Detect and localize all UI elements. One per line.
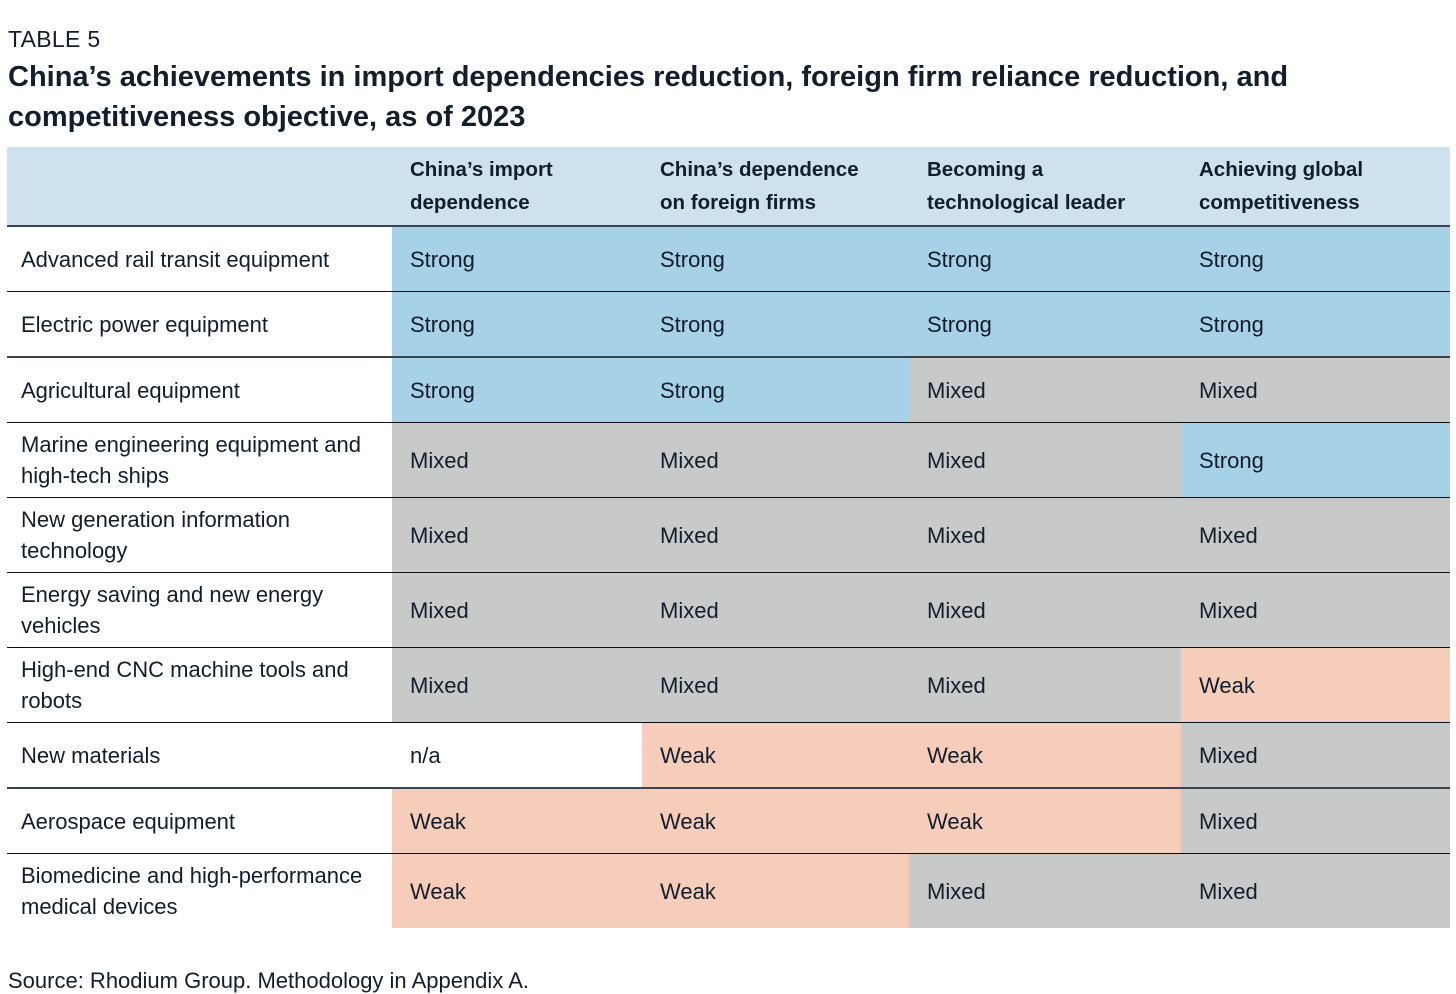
value-cell: Mixed	[909, 498, 1181, 572]
value-cell: Mixed	[909, 423, 1181, 497]
source-note: Source: Rhodium Group. Methodology in Ap…	[8, 968, 529, 993]
header-cell: Achieving global competitiveness	[1199, 158, 1364, 214]
value-cell: Weak	[909, 723, 1181, 787]
table-row: Biomedicine and high-performance medical…	[7, 853, 1450, 928]
table-row: Advanced rail transit equipment Strong Str…	[7, 227, 1450, 291]
value-cell: Mixed	[909, 573, 1181, 647]
value-cell: Mixed	[909, 648, 1181, 722]
achievements-table: China’s import dependence China’s depende…	[7, 147, 1450, 928]
value-cell: Strong	[642, 227, 909, 291]
header-cell: China’s import dependence	[410, 158, 553, 214]
value-cell: Weak	[1181, 648, 1450, 722]
header-cell	[7, 147, 392, 225]
table-row: Energy saving and new energy vehicles Mix…	[7, 572, 1450, 647]
value-cell: Mixed	[1181, 498, 1450, 572]
value-cell: Strong	[392, 227, 642, 291]
value-cell: Mixed	[392, 423, 642, 497]
value-cell: Strong	[1181, 423, 1450, 497]
value-cell: Mixed	[392, 648, 642, 722]
row-label: Energy saving and new energy vehicles	[21, 582, 324, 638]
row-label: Advanced rail transit equipment	[21, 246, 330, 272]
row-label: Marine engineering equipment and high-te…	[21, 432, 362, 488]
value-cell: Mixed	[1181, 358, 1450, 422]
value-cell: Weak	[909, 789, 1181, 853]
row-label: High-end CNC machine tools and robots	[21, 657, 349, 713]
value-cell: Weak	[642, 854, 909, 928]
value-cell: Mixed	[1181, 789, 1450, 853]
value-cell: Mixed	[392, 498, 642, 572]
table-row: New materials n/a Weak Weak Mixed	[7, 722, 1450, 787]
value-cell: Weak	[642, 723, 909, 787]
value-cell: Mixed	[642, 498, 909, 572]
table-row: High-end CNC machine tools and robots Mix…	[7, 647, 1450, 722]
value-cell: Weak	[392, 854, 642, 928]
table-number: TABLE 5	[8, 26, 101, 52]
value-cell: Strong	[909, 227, 1181, 291]
row-label: Biomedicine and high-performance medical…	[21, 863, 363, 919]
value-cell: Strong	[392, 292, 642, 356]
header-cell: Becoming a technological leader	[927, 158, 1126, 214]
value-cell: Mixed	[642, 573, 909, 647]
row-label: Electric power equipment	[21, 311, 269, 337]
value-cell: Mixed	[1181, 723, 1450, 787]
value-cell: Mixed	[1181, 573, 1450, 647]
value-cell: Strong	[642, 358, 909, 422]
value-cell: Mixed	[909, 854, 1181, 928]
value-cell: Weak	[642, 789, 909, 853]
table-row: Electric power equipment Strong Strong Stro…	[7, 291, 1450, 356]
table-row: Agricultural equipment Strong Strong Mixed M…	[7, 356, 1450, 422]
header-row: China’s import dependence China’s depende…	[7, 147, 1450, 227]
value-cell: n/a	[392, 723, 642, 787]
value-cell: Strong	[1181, 227, 1450, 291]
value-cell: Strong	[642, 292, 909, 356]
value-cell: Strong	[909, 292, 1181, 356]
value-cell: Mixed	[642, 648, 909, 722]
value-cell: Strong	[392, 358, 642, 422]
table-title: China’s achievements in import dependenc…	[8, 61, 1289, 133]
row-label: Aerospace equipment	[21, 808, 236, 834]
value-cell: Mixed	[392, 573, 642, 647]
value-cell: Mixed	[1181, 854, 1450, 928]
table-row: New generation information technology Mix…	[7, 497, 1450, 572]
value-cell: Weak	[392, 789, 642, 853]
table-row: Aerospace equipment Weak Weak Weak Mixed	[7, 787, 1450, 853]
value-cell: Mixed	[642, 423, 909, 497]
value-cell: Mixed	[909, 358, 1181, 422]
report-table-figure: TABLE 5 China’s achievements in import d…	[7, 26, 1450, 994]
row-label: New materials	[21, 742, 161, 768]
table-row: Marine engineering equipment and high-te…	[7, 422, 1450, 497]
row-label: Agricultural equipment	[21, 377, 240, 403]
value-cell: Strong	[1181, 292, 1450, 356]
header-cell: China’s dependence on foreign firms	[660, 158, 859, 214]
row-label: New generation information technology	[21, 507, 291, 563]
